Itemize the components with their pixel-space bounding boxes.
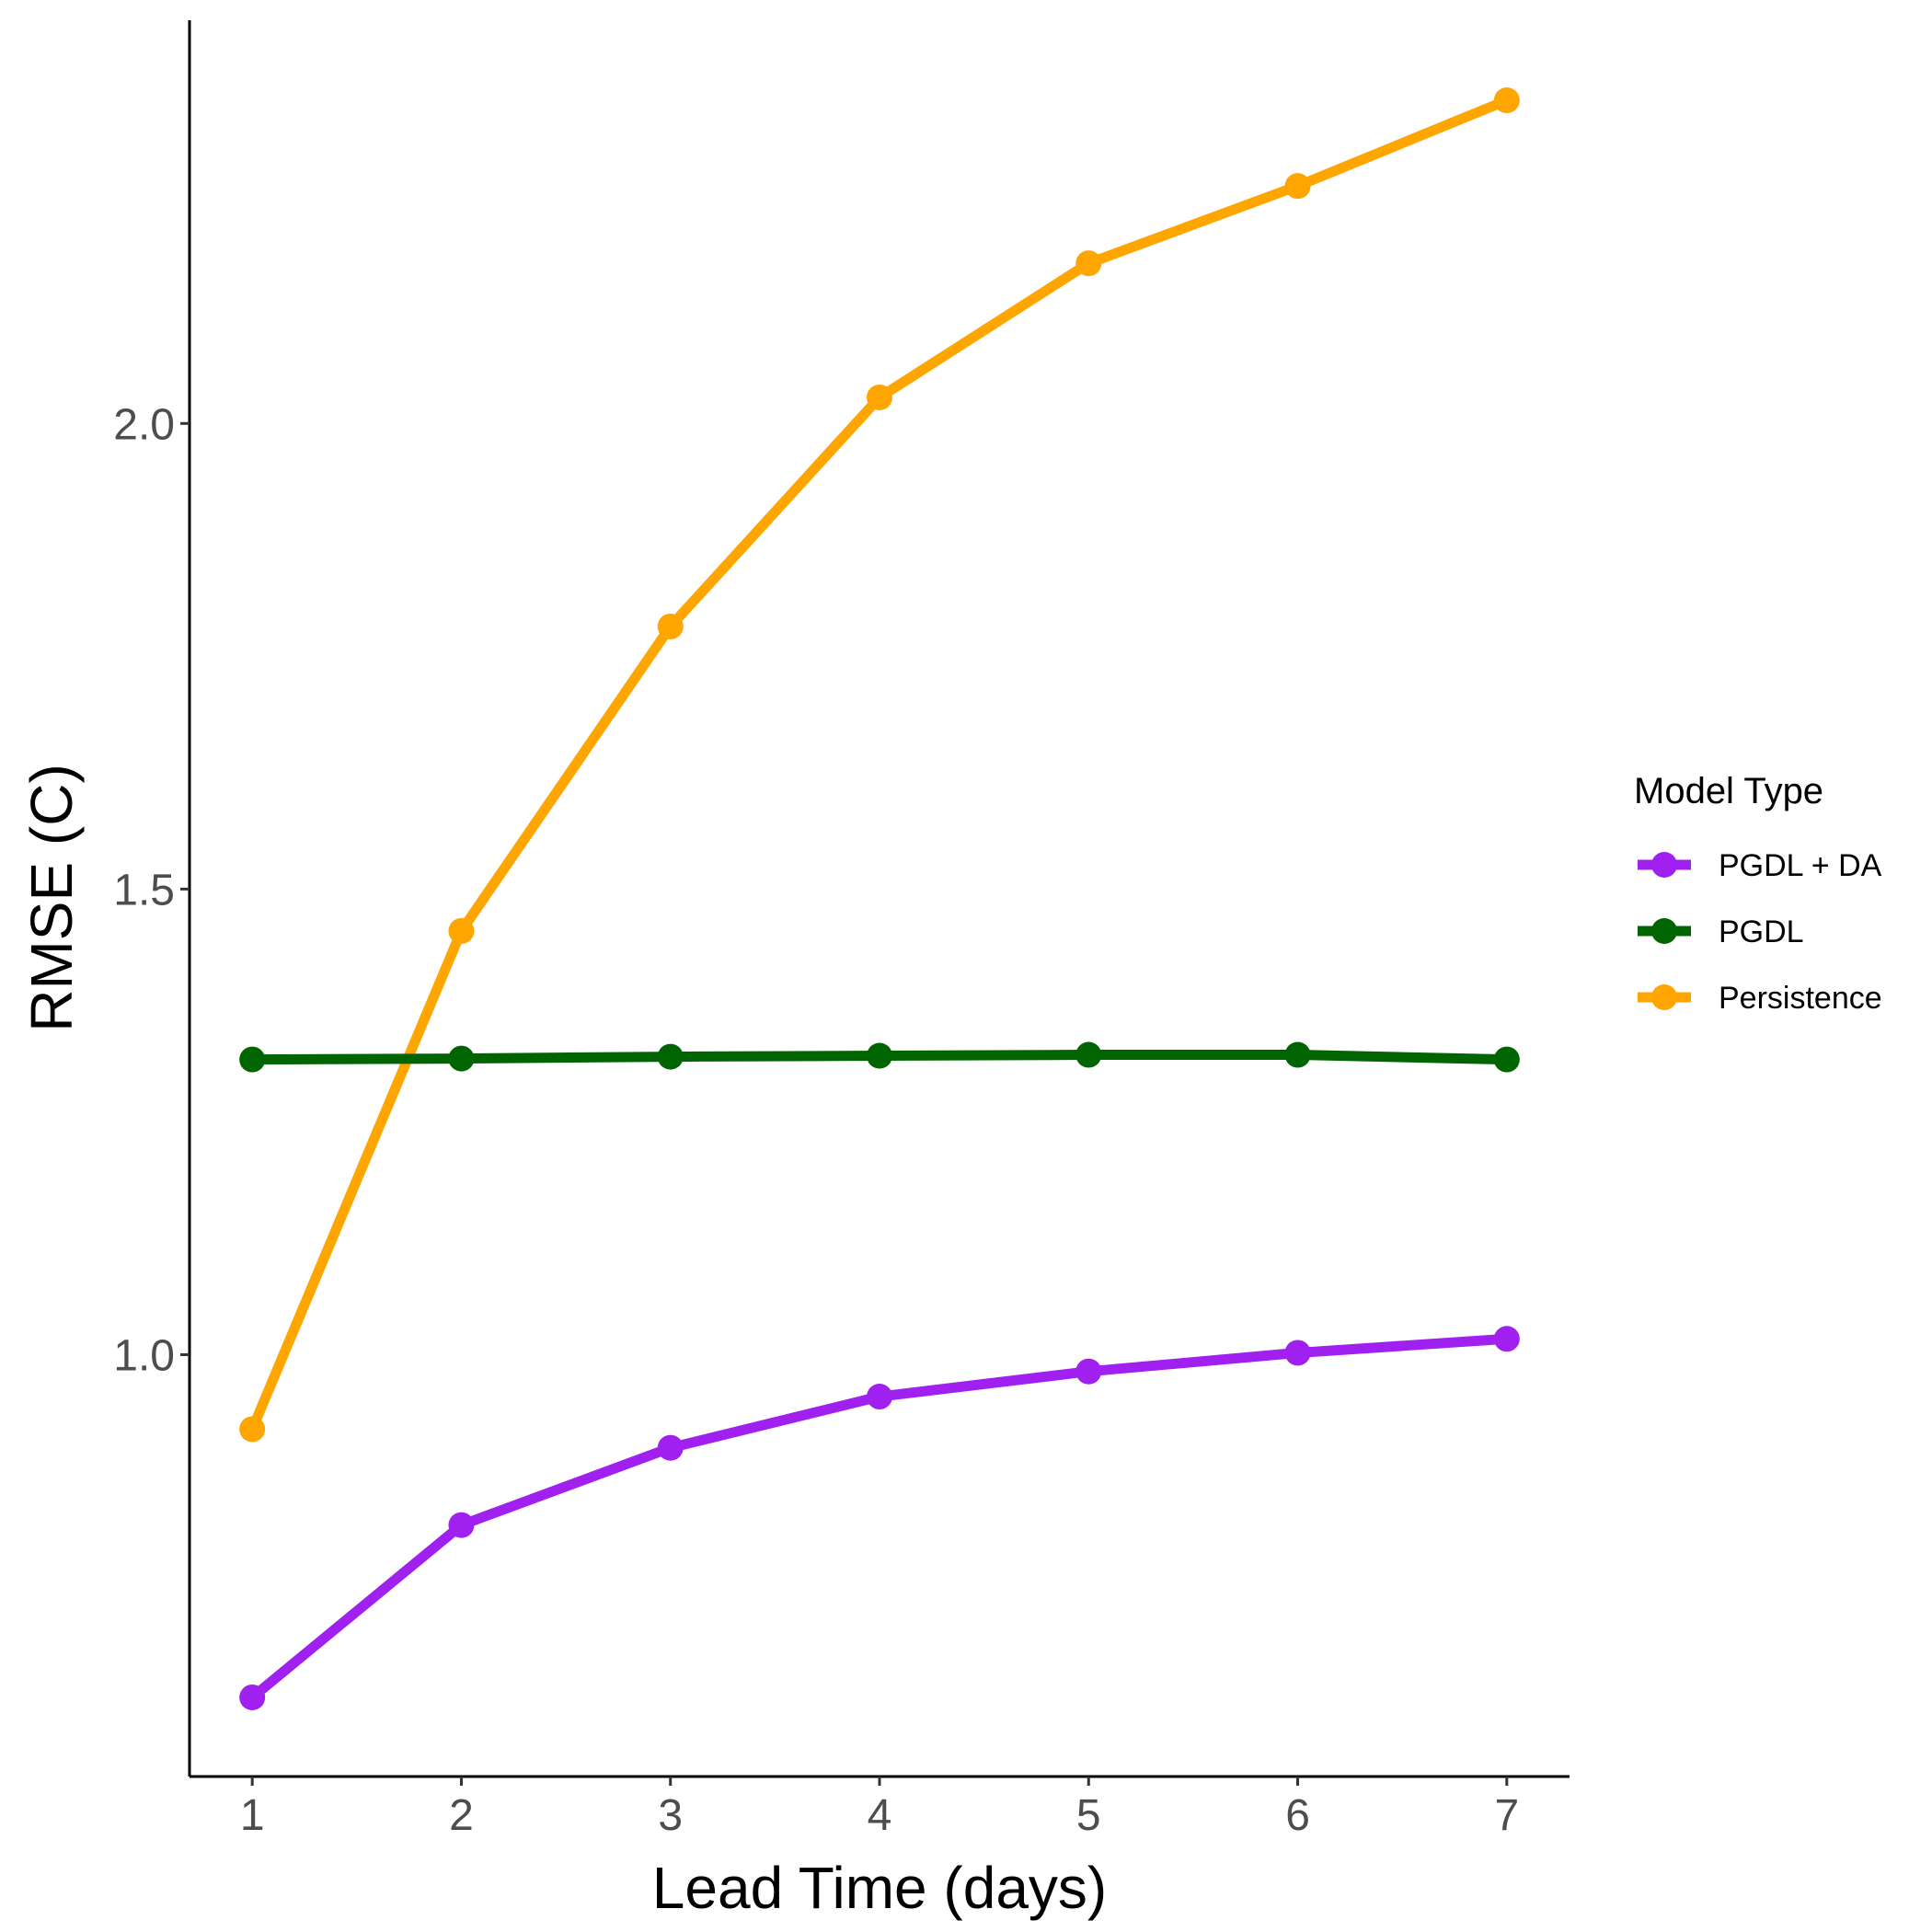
legend-key-point	[1651, 918, 1677, 944]
legend-title: Model Type	[1634, 771, 1823, 811]
legend-key-point	[1651, 984, 1677, 1010]
data-point	[1284, 173, 1311, 200]
data-point	[1493, 1046, 1520, 1073]
y-axis-ticks: 1.0 1.5 2.0	[113, 400, 190, 1380]
legend-items: PGDL + DA PGDL Persistence	[1638, 848, 1882, 1016]
legend-key-point	[1651, 852, 1677, 878]
x-tick-label: 4	[868, 1791, 892, 1840]
data-point	[867, 1042, 892, 1069]
y-tick-label: 1.0	[113, 1331, 175, 1380]
data-point	[1075, 1358, 1102, 1385]
data-point	[657, 613, 684, 639]
legend: Model Type PGDL + DA PGDL Persistence	[1634, 771, 1882, 1016]
data-point	[657, 1043, 684, 1070]
y-axis-title: RMSE (C)	[18, 764, 85, 1032]
data-point	[1284, 1340, 1311, 1366]
data-point	[448, 1512, 475, 1538]
x-tick-label: 7	[1494, 1791, 1519, 1840]
data-point	[1075, 250, 1102, 277]
x-tick-label: 2	[449, 1791, 474, 1840]
y-tick-label: 2.0	[113, 400, 175, 449]
plot-panel: 1.0 1.5 2.0 1 2 3 4 5 6 7	[113, 20, 1570, 1840]
data-point	[867, 384, 892, 410]
data-point	[1493, 87, 1520, 114]
legend-label: PGDL + DA	[1719, 848, 1882, 883]
legend-label: Persistence	[1719, 981, 1882, 1016]
data-point	[1284, 1041, 1311, 1068]
x-axis-title: Lead Time (days)	[652, 1855, 1107, 1921]
series-layer	[239, 87, 1520, 1710]
data-point	[1075, 1041, 1102, 1068]
x-tick-label: 5	[1076, 1791, 1101, 1840]
data-point	[239, 1046, 266, 1073]
y-tick-label: 1.5	[113, 866, 175, 914]
data-point	[239, 1416, 266, 1443]
x-axis-ticks: 1 2 3 4 5 6 7	[240, 1777, 1519, 1840]
series-line-persistence	[247, 95, 1509, 1432]
x-tick-label: 1	[240, 1791, 265, 1840]
x-tick-label: 3	[658, 1791, 683, 1840]
data-point	[448, 917, 475, 944]
legend-label: PGDL	[1719, 914, 1804, 949]
data-point	[448, 1045, 475, 1072]
data-point	[1493, 1326, 1520, 1352]
x-tick-label: 6	[1285, 1791, 1310, 1840]
data-point	[867, 1384, 892, 1410]
data-point	[657, 1434, 684, 1461]
data-point	[239, 1684, 266, 1710]
